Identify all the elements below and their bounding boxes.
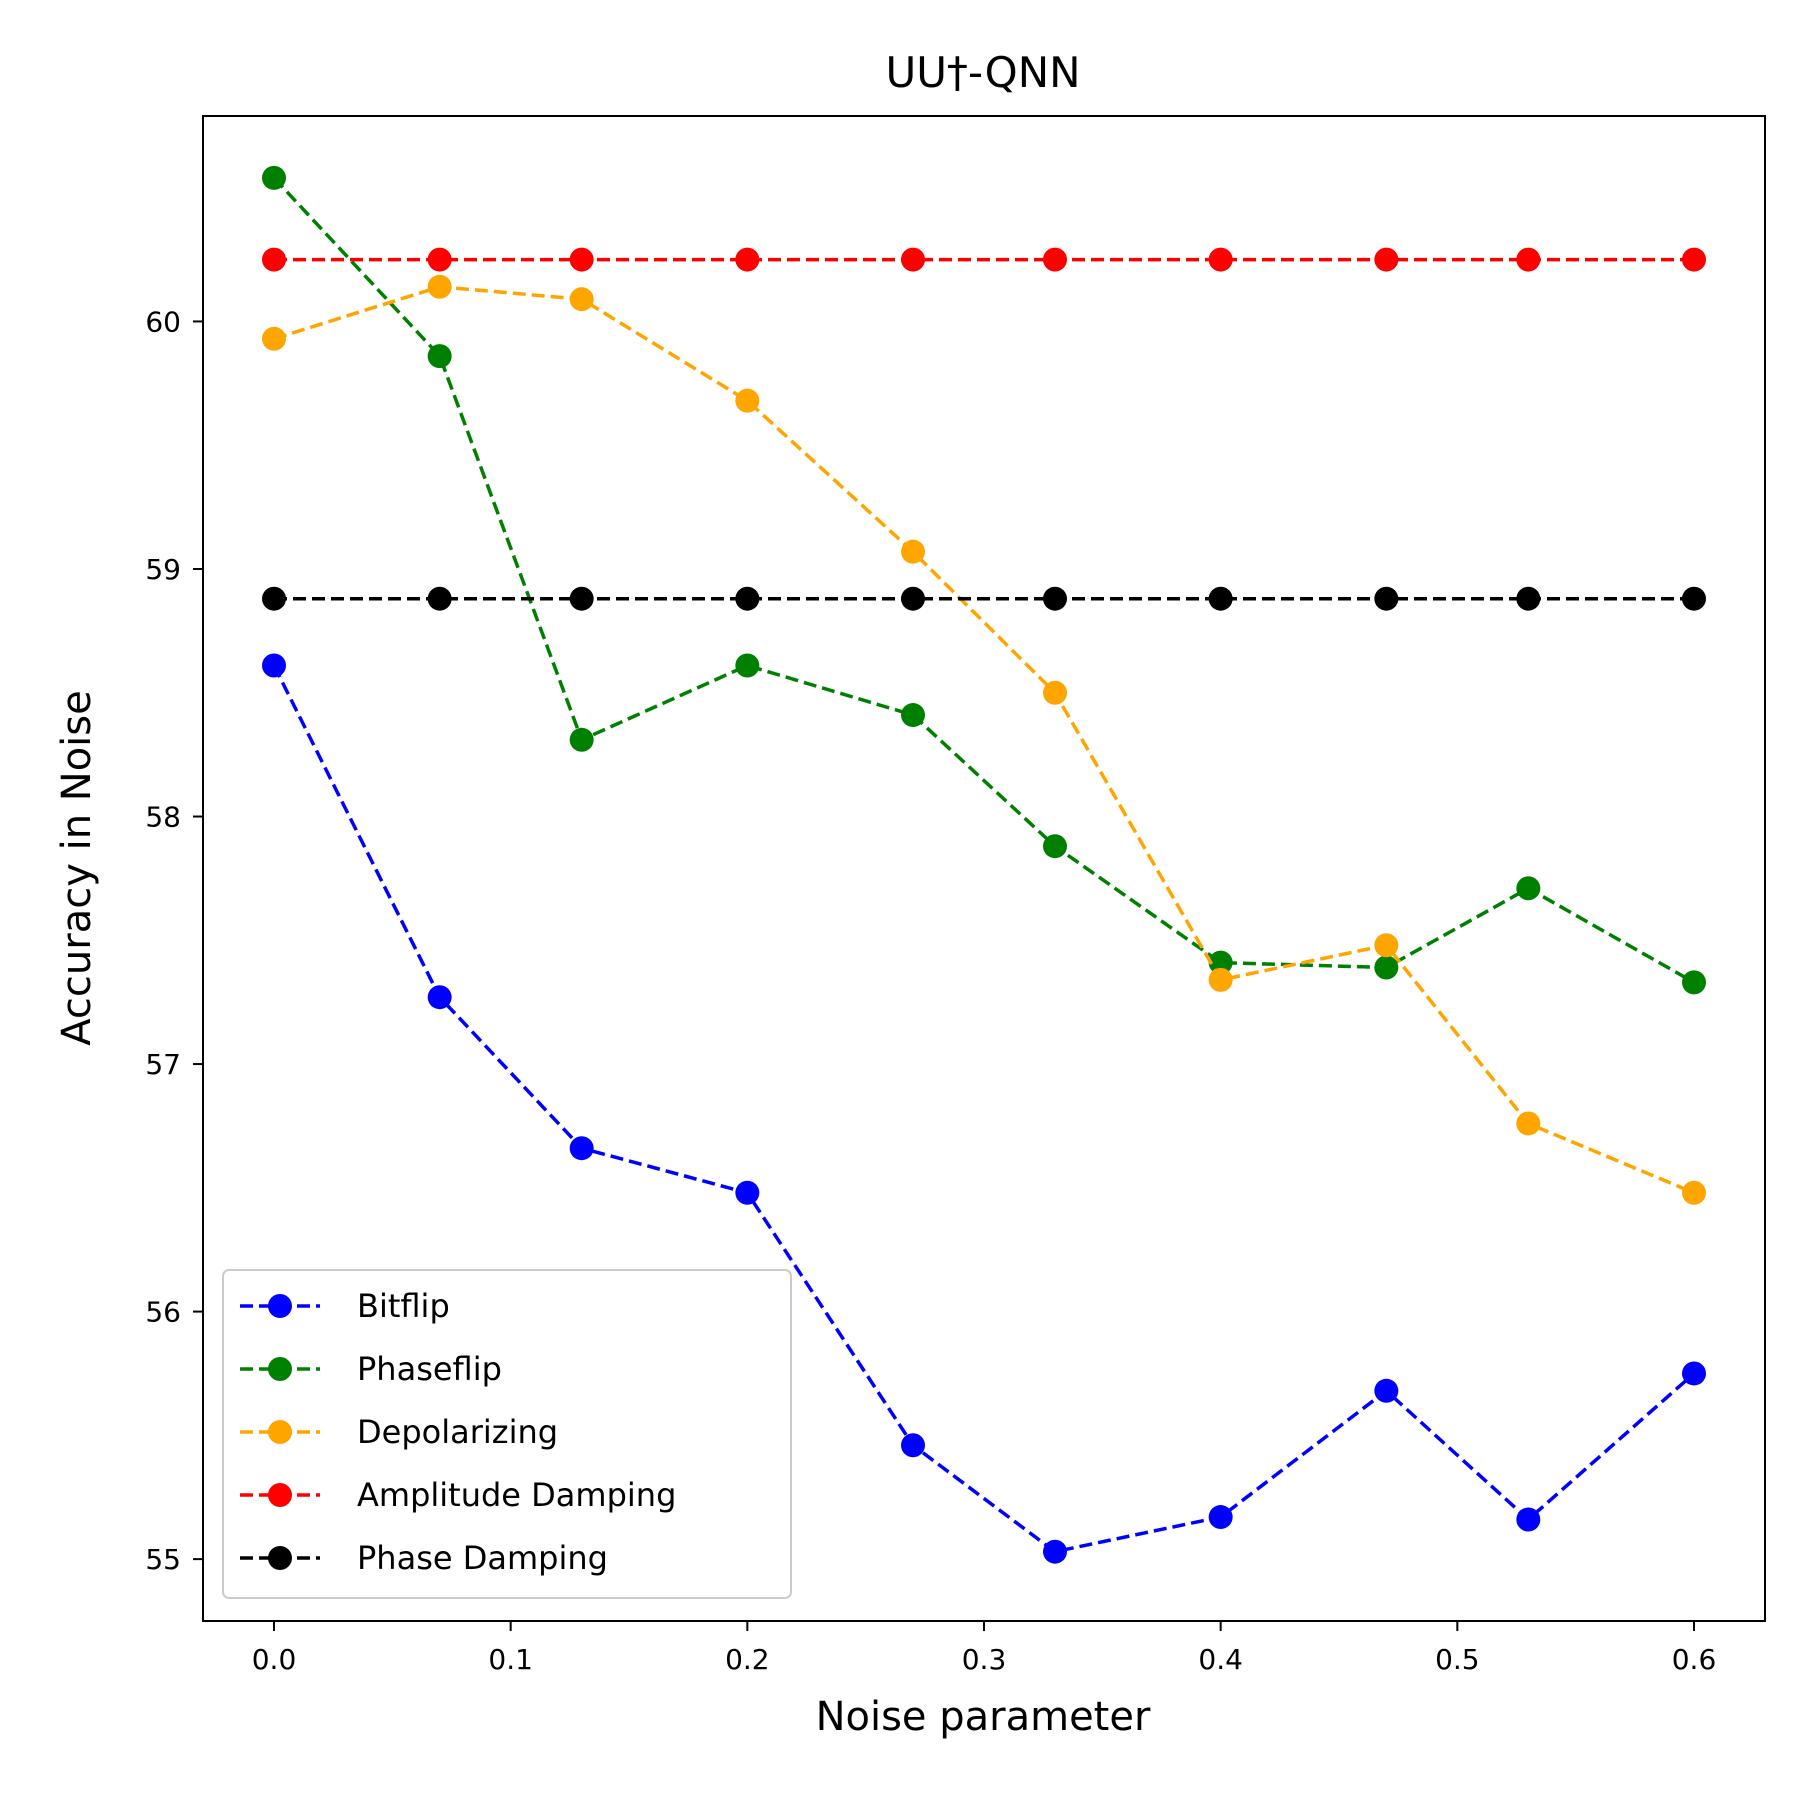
data-point-phaseflip: [1208, 950, 1233, 975]
legend-box: [222, 1269, 792, 1599]
data-point-bitflip: [1516, 1507, 1541, 1532]
data-point-bitflip: [1208, 1505, 1233, 1530]
data-point-amplitude-damping: [735, 247, 760, 272]
series-phase-damping: [262, 586, 1706, 611]
data-point-phase-damping: [569, 586, 594, 611]
data-point-amplitude-damping: [1208, 247, 1233, 272]
x-axis-title: Noise parameter: [816, 1694, 1151, 1740]
chart-title: UU†-QNN: [885, 48, 1080, 97]
legend-marker: [268, 1483, 292, 1507]
data-point-phaseflip: [1374, 955, 1399, 980]
data-point-amplitude-damping: [569, 247, 594, 272]
data-point-amplitude-damping: [1682, 247, 1706, 272]
y-axis-title: Accuracy in Noise: [54, 690, 100, 1045]
data-point-depolarizing: [262, 326, 286, 351]
data-point-phase-damping: [901, 586, 925, 611]
data-point-phaseflip: [735, 653, 760, 678]
x-tick-label: 0.5: [1435, 1643, 1480, 1676]
series-layer: [262, 165, 1706, 1564]
legend-label: Phase Damping: [357, 1539, 608, 1577]
data-point-depolarizing: [427, 274, 452, 299]
series-depolarizing: [262, 274, 1706, 1205]
x-tick-label: 0.4: [1198, 1643, 1243, 1676]
series-amplitude-damping: [262, 247, 1706, 272]
data-point-depolarizing: [1682, 1180, 1706, 1205]
data-point-bitflip: [427, 985, 452, 1010]
legend-label: Phaseflip: [357, 1350, 502, 1388]
x-axis-ticks: 0.0 0.1 0.2 0.3 0.4 0.5 0.6: [252, 1621, 1717, 1676]
legend-item-depolarizing: Depolarizing: [240, 1413, 558, 1451]
series-line-depolarizing: [273, 285, 1695, 1195]
data-point-phase-damping: [1516, 586, 1541, 611]
data-point-phaseflip: [569, 727, 594, 752]
data-point-bitflip: [735, 1180, 760, 1205]
data-point-depolarizing: [901, 539, 925, 564]
data-point-amplitude-damping: [901, 247, 925, 272]
data-point-amplitude-damping: [427, 247, 452, 272]
series-phaseflip: [262, 165, 1706, 995]
data-point-depolarizing: [569, 287, 594, 312]
legend-label: Amplitude Damping: [357, 1476, 676, 1514]
legend-label: Depolarizing: [357, 1413, 558, 1451]
x-tick-label: 0.6: [1672, 1643, 1717, 1676]
legend-marker: [268, 1294, 292, 1318]
data-point-bitflip: [262, 653, 286, 678]
data-point-phaseflip: [262, 165, 286, 190]
legend-item-phase-damping: Phase Damping: [240, 1539, 608, 1577]
x-tick-label: 0.0: [252, 1643, 297, 1676]
data-point-depolarizing: [1043, 680, 1067, 705]
data-point-phaseflip: [901, 703, 925, 728]
data-point-bitflip: [569, 1136, 594, 1161]
legend-marker: [268, 1420, 292, 1444]
x-tick-label: 0.1: [488, 1643, 533, 1676]
legend-item-phaseflip: Phaseflip: [240, 1350, 502, 1388]
y-tick-label: 56: [145, 1296, 181, 1329]
data-point-bitflip: [1682, 1361, 1706, 1386]
data-point-depolarizing: [1374, 933, 1399, 958]
legend-marker: [268, 1546, 292, 1570]
legend-item-amplitude-damping: Amplitude Damping: [240, 1476, 676, 1514]
x-tick-label: 0.3: [962, 1643, 1007, 1676]
data-point-bitflip: [1374, 1378, 1399, 1403]
y-tick-label: 59: [145, 553, 181, 586]
data-point-phase-damping: [262, 586, 286, 611]
y-axis-ticks: 55 56 57 58 59 60: [145, 305, 203, 1576]
data-point-phaseflip: [427, 344, 452, 369]
legend-marker: [268, 1357, 292, 1381]
data-point-phase-damping: [1208, 586, 1233, 611]
y-tick-label: 55: [145, 1543, 181, 1576]
data-point-depolarizing: [1208, 967, 1233, 992]
data-point-bitflip: [1043, 1539, 1067, 1564]
data-point-phase-damping: [1682, 586, 1706, 611]
data-point-amplitude-damping: [1516, 247, 1541, 272]
data-point-phaseflip: [1516, 876, 1541, 901]
data-point-amplitude-damping: [262, 247, 286, 272]
data-point-phase-damping: [735, 586, 760, 611]
series-line-phaseflip: [272, 176, 1695, 984]
data-point-depolarizing: [1516, 1111, 1541, 1136]
series-line-bitflip: [272, 664, 1696, 1554]
legend: Bitflip Phaseflip Depolarizing Amplitude Da…: [222, 1269, 792, 1599]
data-point-amplitude-damping: [1374, 247, 1399, 272]
y-tick-label: 60: [145, 305, 181, 338]
y-tick-label: 58: [145, 801, 181, 834]
data-point-phase-damping: [427, 586, 452, 611]
data-point-phaseflip: [1043, 834, 1067, 859]
data-point-phase-damping: [1374, 586, 1399, 611]
legend-item-bitflip: Bitflip: [240, 1287, 450, 1325]
data-point-bitflip: [901, 1433, 925, 1458]
x-tick-label: 0.2: [725, 1643, 770, 1676]
series-bitflip: [262, 653, 1706, 1564]
data-point-depolarizing: [735, 388, 760, 413]
legend-label: Bitflip: [357, 1287, 450, 1325]
data-point-phaseflip: [1682, 970, 1706, 995]
data-point-phase-damping: [1043, 586, 1067, 611]
y-tick-label: 57: [145, 1048, 181, 1081]
data-point-amplitude-damping: [1043, 247, 1067, 272]
